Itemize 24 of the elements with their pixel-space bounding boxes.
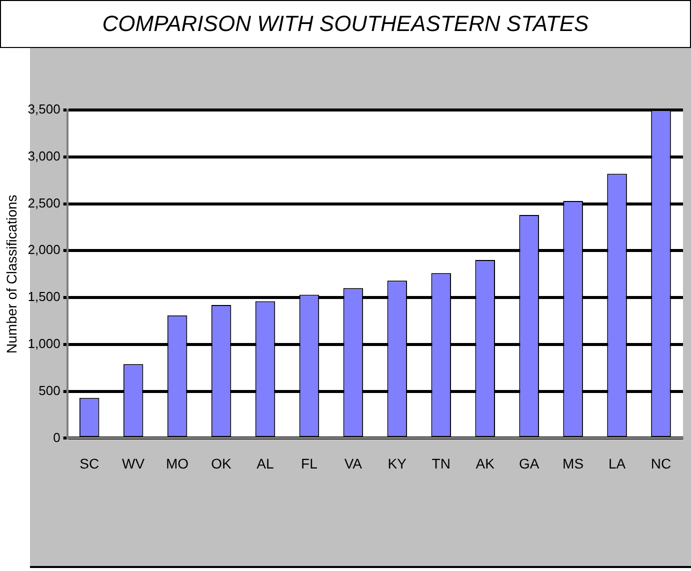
y-axis-title: Number of Classifications [3,194,20,354]
y-tick-label: 2,000 [28,242,60,258]
x-tick-label: WV [122,455,146,472]
x-tick-label: OK [211,455,232,472]
x-tick-label: SC [80,455,100,472]
x-tick-label: TN [432,455,450,472]
x-tick-label: FL [301,455,318,472]
y-tick-label: 500 [38,382,60,398]
x-tick-label: AK [476,455,496,472]
y-tick-label: 2,500 [28,195,60,210]
y-tick-label: 1,000 [28,336,60,352]
y-tick-label: 0 [53,430,60,445]
x-tick-label: GA [518,455,540,472]
y-tick-label: 3,000 [28,148,60,164]
x-tick-label: MO [166,455,189,472]
y-tick-label: 1,500 [28,289,60,304]
y-tick-label: 3,500 [28,102,60,117]
x-tick-label: KY [388,455,408,472]
x-tick-label: MS [562,455,584,472]
x-tick-label: LA [608,455,626,472]
chart-title: COMPARISON WITH SOUTHEASTERN STATES [0,0,691,48]
x-tick-label: VA [344,455,363,472]
x-tick-label: AL [256,455,274,472]
x-tick-label: NC [650,455,672,472]
